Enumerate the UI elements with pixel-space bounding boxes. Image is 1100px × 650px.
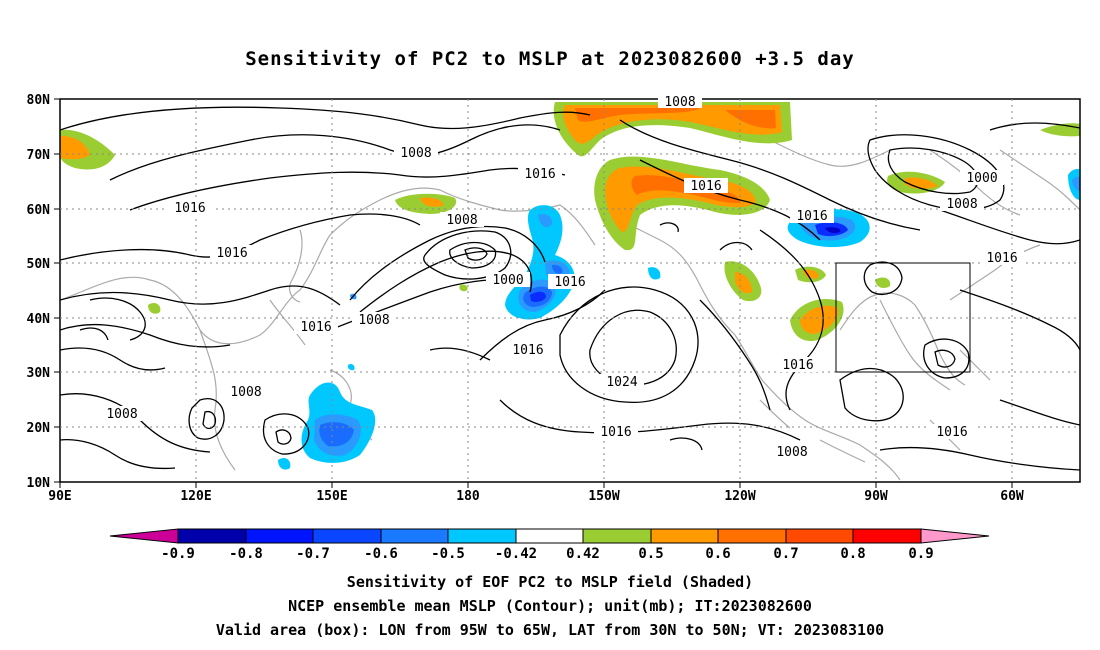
contour-label: 1016 [554, 275, 585, 290]
caption-valid-area: Valid area (box): LON from 95W to 65W, L… [215, 621, 885, 639]
contour-label: 1000 [966, 171, 997, 186]
axis-ticks [54, 98, 1013, 488]
colorbar-label: 0.9 [908, 546, 933, 562]
contour-label: 1008 [230, 385, 261, 400]
contour-label: 1016 [796, 209, 827, 224]
lat-label: 70N [27, 148, 51, 163]
contour-label: 1016 [690, 179, 721, 194]
contour-label: 1008 [776, 445, 807, 460]
lat-labels: 80N 70N 60N 50N 40N 30N 20N 10N [27, 93, 51, 491]
contour-label: 1016 [174, 201, 205, 216]
lat-label: 60N [27, 203, 51, 218]
lon-label: 150E [316, 489, 347, 504]
lat-label: 10N [27, 476, 51, 491]
lon-label: 90E [48, 489, 71, 504]
contour-label: 1016 [936, 425, 967, 440]
contour-label: 1000 [492, 273, 523, 288]
colorbar-max-arrow [920, 528, 990, 544]
lon-label: 120W [724, 489, 755, 504]
contour-label: 1016 [216, 246, 247, 261]
coastlines [60, 109, 1080, 481]
contour-label: 1008 [664, 95, 695, 110]
lon-labels: 90E 120E 150E 180 150W 120W 90W 60W [48, 489, 1024, 504]
lat-label: 20N [27, 421, 51, 436]
colorbar-label: 0.7 [773, 546, 798, 562]
contour-label: 1016 [600, 425, 631, 440]
contour-label: 1008 [946, 197, 977, 212]
colorbar-label: -0.9 [161, 546, 195, 562]
colorbar-label: -0.5 [431, 546, 465, 562]
lon-label: 90W [864, 489, 888, 504]
lon-label: 120E [180, 489, 211, 504]
valid-area-box [835, 262, 971, 373]
caption-contour: NCEP ensemble mean MSLP (Contour); unit(… [288, 597, 812, 615]
contour-label: 1008 [358, 313, 389, 328]
colorbar-labels: -0.9 -0.8 -0.7 -0.6 -0.5 -0.42 0.42 0.5 … [161, 546, 934, 562]
colorbar-label: -0.6 [364, 546, 398, 562]
colorbar-label: 0.6 [705, 546, 730, 562]
contour-label: 1016 [986, 251, 1017, 266]
contour-label: 1024 [606, 375, 637, 390]
lat-label: 50N [27, 257, 51, 272]
lon-label: 180 [456, 489, 480, 504]
contour-label: 1016 [524, 167, 555, 182]
caption-shading: Sensitivity of EOF PC2 to MSLP field (Sh… [346, 573, 754, 591]
contour-label: 1008 [400, 146, 431, 161]
colorbar-label: 0.42 [566, 546, 600, 562]
sensitivity-shading [60, 102, 1080, 470]
contour-label: 1016 [512, 343, 543, 358]
contour-label: 1008 [446, 213, 477, 228]
colorbar-label: -0.7 [296, 546, 330, 562]
contour-labels: 1008 1008 1016 1016 1016 1008 1000 1016 … [100, 94, 1024, 460]
lon-label: 150W [588, 489, 619, 504]
lat-label: 80N [27, 93, 51, 108]
colorbar-min-arrow [109, 528, 179, 544]
lat-label: 40N [27, 312, 51, 327]
colorbar-label: -0.42 [495, 546, 537, 562]
colorbar-label: 0.5 [638, 546, 663, 562]
map-title: Sensitivity of PC2 to MSLP at 2023082600… [245, 48, 855, 70]
colorbar [109, 528, 990, 544]
colorbar-label: -0.8 [229, 546, 263, 562]
plot-frame [59, 98, 1081, 483]
colorbar-label: 0.8 [840, 546, 865, 562]
mslp-contours [60, 106, 1080, 471]
contour-label: 1016 [300, 320, 331, 335]
gridlines [60, 99, 1080, 482]
lon-label: 60W [1000, 489, 1024, 504]
lat-label: 30N [27, 366, 51, 381]
contour-label: 1016 [782, 358, 813, 373]
contour-label: 1008 [106, 407, 137, 422]
